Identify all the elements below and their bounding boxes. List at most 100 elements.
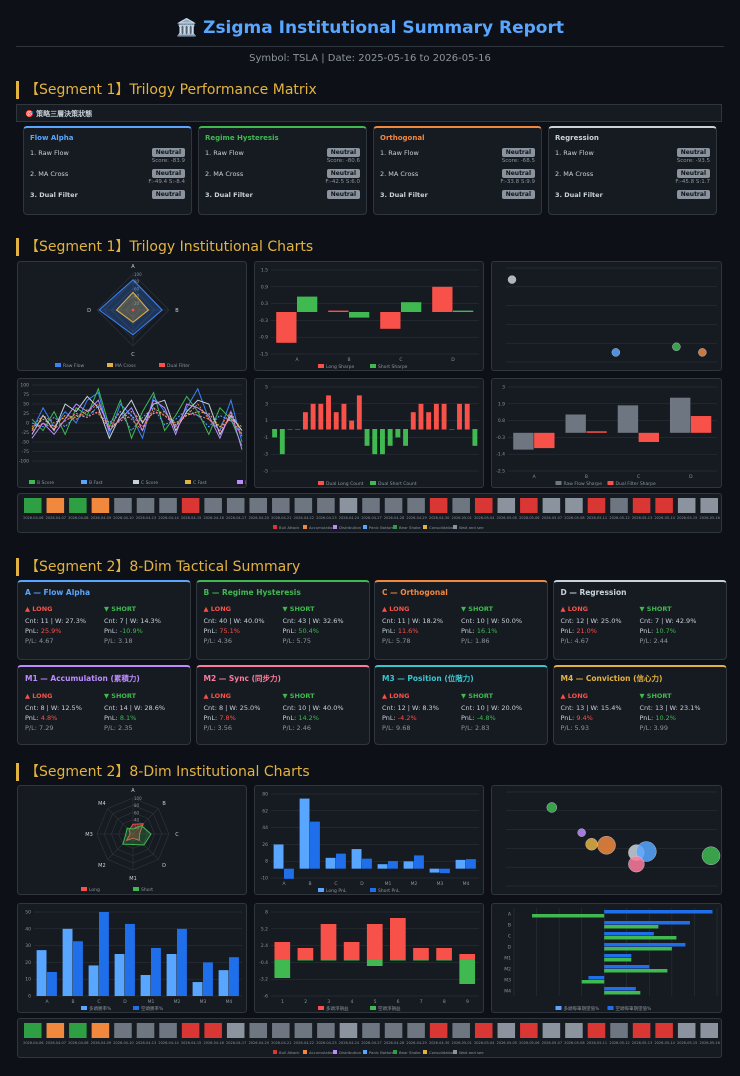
pnl-line: PnL: 11.6% (382, 626, 461, 636)
legend-swatch (133, 1006, 139, 1010)
pnl-line: PnL: 21.0% (561, 626, 640, 636)
line-series-3 (31, 405, 243, 435)
pnl-value: 16.1% (476, 627, 498, 635)
y-tick-label: D (508, 945, 512, 951)
legend-swatch (453, 1050, 457, 1054)
dim-card: C — Orthogonal ▲ LONG Cnt: 11 | W: 18.2% Pn… (374, 580, 548, 660)
dim-card-title: M1 — Accumulation (累積力) (25, 674, 140, 683)
regime-cell (294, 498, 313, 513)
bar (581, 980, 605, 984)
legend-swatch (29, 480, 35, 484)
date-label: 2026-04-29 (406, 516, 426, 520)
regime-cell (429, 498, 448, 513)
trilogy-row-score: F:-33.8 S:9.9 (500, 179, 535, 185)
radar-axis-label: B (175, 308, 179, 314)
pnl-label: PnL: (282, 714, 299, 722)
trilogy-row-score: Score: -83.9 (151, 158, 185, 164)
trilogy-row: 1. Raw Flow Neutral (380, 147, 535, 158)
date-label: 2026-05-15 (677, 516, 697, 520)
pnl-line: PnL: 10.2% (640, 713, 719, 723)
date-label: 2026-05-11 (587, 1041, 607, 1045)
legend-label: Long (89, 887, 100, 893)
bar (459, 960, 476, 984)
legend-label: Raw Flow Sharpe (564, 481, 603, 487)
regime-cell (677, 498, 696, 513)
radar-axis-label: A (131, 264, 135, 270)
regime-cell (46, 1023, 65, 1038)
bar (457, 429, 462, 430)
bar (410, 412, 416, 429)
line-series-5 (31, 409, 243, 430)
legend-swatch (81, 887, 87, 891)
tick-label: 0 (26, 421, 29, 427)
bar (272, 429, 278, 438)
date-label: 2026-04-21 (271, 1041, 291, 1045)
date-label: 2026-05-04 (474, 516, 495, 520)
radar-tick: 40 (134, 818, 140, 823)
trilogy-row-score: Score: -93.5 (676, 158, 710, 164)
pnl-value: 7.8% (219, 714, 236, 722)
radar-tick: 60 (134, 286, 140, 291)
tick-label: 5.2 (261, 926, 268, 932)
y-tick-label: A (508, 912, 512, 918)
profit-loss-ratio: P/L: 5.93 (560, 724, 589, 732)
pnl-label: PnL: (104, 714, 120, 722)
regime-cell (249, 498, 268, 513)
dim-card-columns: ▲ LONG Cnt: 40 | W: 40.0% PnL: 75.1% P/L: 4… (204, 605, 362, 646)
bar (532, 914, 605, 918)
trilogy-card-title: Regression (555, 134, 599, 142)
short-column: ▼ SHORT Cnt: 10 | W: 50.0% PnL: 16.1% P/L: … (461, 605, 540, 646)
regime-cell (24, 1023, 42, 1038)
pnl-label: PnL: (203, 627, 220, 635)
date-label: 2026-05-15 (677, 1041, 697, 1045)
bar (229, 957, 239, 996)
radar-axis-label: M1 (129, 876, 137, 882)
bar (341, 403, 347, 429)
bar (638, 432, 660, 442)
tick-label: 8 (265, 910, 268, 916)
count-winrate: Cnt: 12 | W: 25.0% (560, 617, 622, 625)
pnl-line: PnL: 7.8% (204, 713, 283, 723)
scatter-point (698, 348, 707, 357)
legend-swatch (370, 364, 376, 368)
bar (604, 943, 686, 947)
bar (356, 429, 362, 430)
profit-loss-ratio: P/L: 5.78 (382, 637, 411, 645)
regime-cell (452, 1023, 470, 1038)
x-tick-label: 2 (304, 999, 307, 1005)
bar (320, 960, 337, 961)
pnl-value: -10.9% (119, 627, 143, 635)
bar (453, 310, 474, 312)
bar (279, 429, 285, 455)
tick-label: -0.9 (259, 335, 268, 341)
date-label: 2026-04-14 (158, 516, 179, 520)
profit-loss-ratio: P/L: 4.67 (25, 637, 54, 645)
trilogy-row: 3. Dual Filter Neutral (205, 189, 360, 200)
x-tick-label: C (97, 999, 100, 1005)
scatter-point (672, 342, 681, 352)
legend-swatch (303, 525, 307, 529)
date-label: 2026-05-12 (609, 1041, 629, 1045)
tick-label: -0.3 (496, 435, 505, 441)
bar (604, 969, 668, 973)
dim-card-title: C — Orthogonal (382, 588, 448, 597)
short-column: ▼ SHORT Cnt: 43 | W: 32.6% PnL: 50.4% P/L: … (283, 605, 362, 646)
profit-loss-ratio: P/L: 2.44 (639, 637, 668, 645)
legend-label: Bear Shake (399, 1050, 421, 1055)
bar (114, 954, 125, 996)
bar (426, 412, 432, 429)
regime-cell (610, 1023, 628, 1038)
date-label: 2026-04-08 (68, 516, 88, 520)
long-label: ▲ LONG (560, 692, 588, 700)
long-column: ▲ LONG Cnt: 11 | W: 18.2% PnL: 11.6% P/L: 5… (382, 605, 461, 646)
legend-label: 多頭淨損益 (326, 1005, 349, 1012)
regime-cell (69, 1023, 87, 1038)
x-tick-label: 4 (350, 999, 353, 1005)
radar-series-2 (131, 308, 135, 312)
date-label: 2026-04-15 (181, 1041, 201, 1045)
x-tick-label: D (689, 474, 693, 480)
regime-cell (272, 498, 290, 513)
bar (336, 853, 346, 869)
tick-label: 26 (262, 842, 268, 848)
radar-tick: 100 (134, 272, 142, 277)
